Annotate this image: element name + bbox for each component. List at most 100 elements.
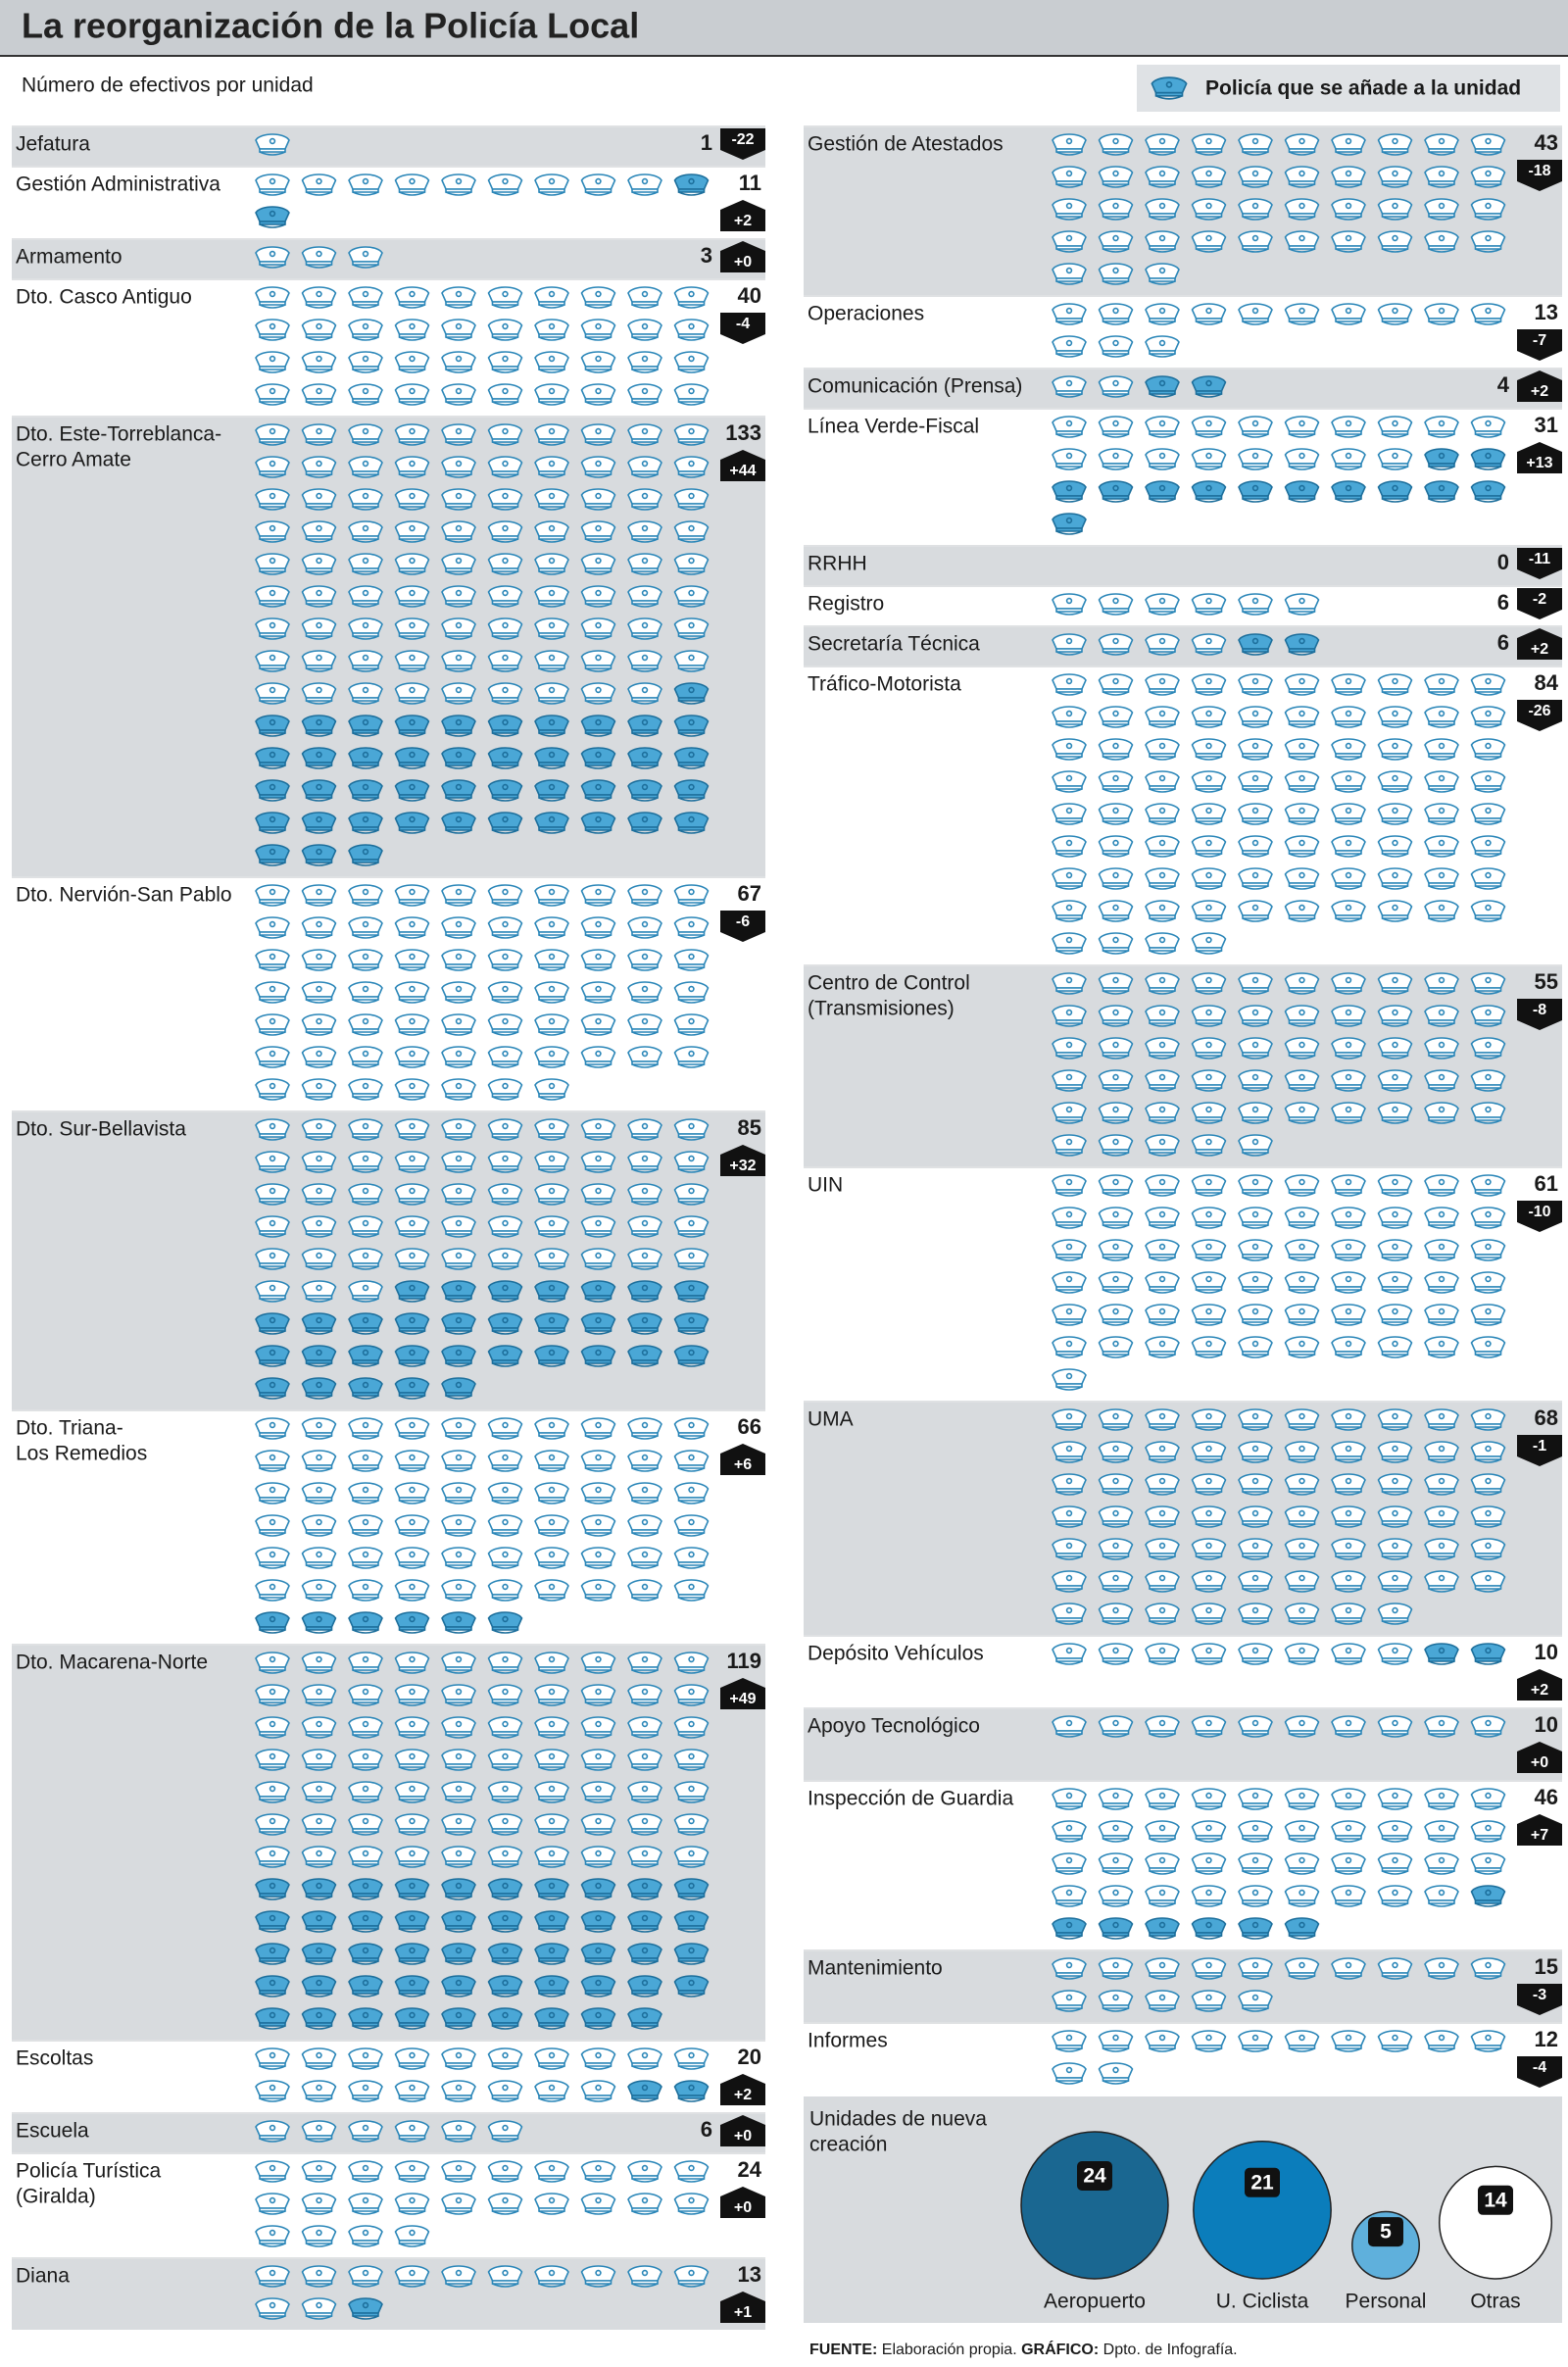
added-officer-icon	[673, 747, 710, 769]
officer-icon	[487, 319, 523, 341]
officer-icon	[627, 1013, 662, 1036]
officer-icon	[487, 553, 523, 575]
added-officer-icon	[394, 1377, 430, 1400]
officer-icon	[348, 2265, 383, 2288]
officer-icon	[1470, 1239, 1506, 1261]
officer-icon	[1238, 1957, 1273, 1980]
officer-icon	[1331, 1005, 1366, 1027]
change-label: -4	[736, 316, 750, 332]
officer-icon	[534, 1450, 569, 1472]
officer-icon	[1331, 166, 1366, 188]
officer-icon	[301, 1579, 337, 1602]
officer-icon	[487, 286, 523, 309]
officer-icon	[301, 319, 337, 341]
officer-icon	[441, 1183, 476, 1206]
officer-icon	[348, 2120, 383, 2143]
officer-icon	[534, 488, 569, 511]
officer-icon	[1284, 198, 1320, 221]
officer-icon	[580, 319, 616, 341]
added-officer-icon	[348, 1878, 383, 1900]
unit-name: UMA	[808, 1408, 854, 1431]
officer-icon	[1145, 1207, 1180, 1229]
officer-icon	[1052, 673, 1087, 696]
officer-icon	[1377, 1603, 1413, 1625]
officer-icon	[1424, 303, 1459, 325]
added-officer-icon	[394, 812, 430, 834]
added-officer-icon	[394, 1878, 430, 1900]
officer-icon	[487, 2080, 523, 2102]
added-officer-icon	[487, 779, 523, 802]
officer-icon	[1424, 1304, 1459, 1326]
officer-icon	[580, 1215, 616, 1238]
officer-icon	[673, 1547, 710, 1569]
unit-row	[804, 370, 1562, 408]
officer-icon	[1145, 633, 1180, 656]
officer-icon	[627, 1248, 662, 1270]
officer-icon	[1052, 1102, 1087, 1124]
officer-icon	[1238, 1852, 1273, 1875]
officer-icon	[487, 949, 523, 971]
added-officer-icon	[255, 1611, 290, 1634]
added-officer-icon	[348, 779, 383, 802]
officer-icon	[1191, 1174, 1227, 1197]
added-officer-icon	[301, 1910, 337, 1933]
added-officer-icon	[580, 1943, 616, 1965]
officer-icon	[1377, 835, 1413, 858]
officer-icon	[1098, 1715, 1134, 1738]
change-label: +2	[1531, 1682, 1548, 1699]
officer-icon	[1284, 1885, 1320, 1907]
officer-icon	[1191, 1102, 1227, 1124]
officer-icon	[1191, 1037, 1227, 1060]
added-officer-icon	[301, 747, 337, 769]
officer-icon	[1145, 770, 1180, 793]
officer-icon	[394, 2193, 430, 2215]
officer-icon	[1284, 673, 1320, 696]
officer-icon	[1191, 1408, 1227, 1431]
added-officer-icon	[394, 1975, 430, 1997]
officer-icon	[1191, 1957, 1227, 1980]
officer-icon	[1470, 1207, 1506, 1229]
officer-icon	[1145, 1820, 1180, 1843]
officer-icon	[627, 456, 662, 478]
change-arrow-down	[1517, 999, 1562, 1030]
officer-icon	[487, 1547, 523, 1569]
added-officer-icon	[1424, 1643, 1459, 1665]
added-officer-icon	[1098, 1917, 1134, 1940]
added-officer-icon	[1470, 480, 1506, 503]
officer-icon	[301, 1417, 337, 1440]
officer-icon	[1284, 1538, 1320, 1560]
officer-icon	[673, 1248, 710, 1270]
officer-icon	[255, 884, 290, 907]
change-label: -7	[1533, 332, 1546, 349]
officer-icon	[255, 456, 290, 478]
officer-icon	[1424, 738, 1459, 761]
officer-icon	[441, 1013, 476, 1036]
officer-icon	[1470, 1820, 1506, 1843]
officer-icon	[1377, 1441, 1413, 1463]
unit-row	[804, 966, 1562, 1166]
officer-icon	[487, 617, 523, 640]
officer-icon	[348, 1749, 383, 1771]
officer-icon	[1238, 1134, 1273, 1157]
added-officer-icon	[348, 812, 383, 834]
officer-icon	[580, 1248, 616, 1270]
officer-icon	[1424, 1820, 1459, 1843]
new-unit-name: Otras	[1470, 2291, 1520, 2313]
added-officer-icon	[348, 844, 383, 866]
officer-icon	[1052, 1570, 1087, 1593]
officer-icon	[1191, 706, 1227, 728]
added-officer-icon	[301, 1345, 337, 1367]
added-officer-icon	[301, 1377, 337, 1400]
change-label: +1	[734, 2304, 752, 2321]
officer-icon	[673, 520, 710, 543]
added-officer-icon	[441, 1345, 476, 1367]
officer-icon	[1424, 1174, 1459, 1197]
officer-icon	[255, 1183, 290, 1206]
officer-icon	[580, 650, 616, 672]
officer-icon	[1098, 867, 1134, 890]
change-label: -2	[1533, 591, 1546, 608]
officer-icon	[1284, 416, 1320, 438]
officer-icon	[1052, 1473, 1087, 1496]
officer-icon	[1145, 1715, 1180, 1738]
officer-icon	[441, 981, 476, 1004]
